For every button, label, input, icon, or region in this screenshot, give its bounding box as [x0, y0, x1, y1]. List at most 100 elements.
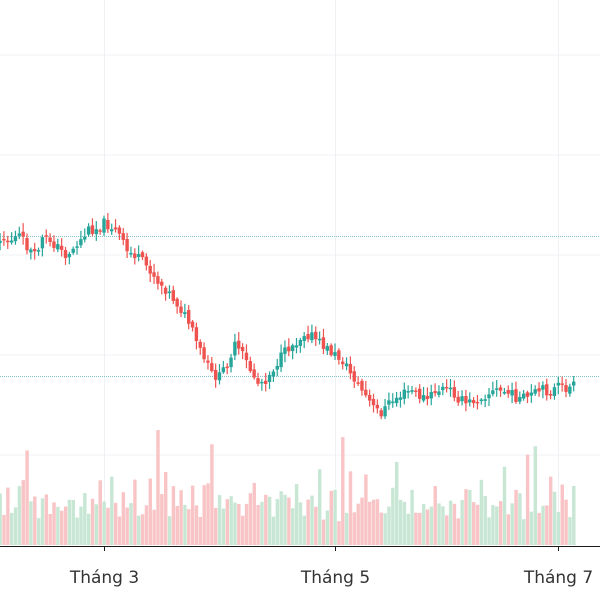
volume-bar — [344, 512, 349, 545]
candle-down — [237, 332, 241, 355]
candle-body — [175, 298, 179, 307]
volume-bar — [518, 493, 522, 545]
volume-bar — [156, 430, 160, 545]
candle-up — [495, 379, 499, 397]
candle-body — [471, 400, 476, 404]
candle-down — [560, 376, 564, 392]
volume-bar — [371, 499, 376, 545]
candle-up — [56, 238, 60, 253]
candle-down — [360, 378, 364, 396]
candle-body — [371, 398, 376, 406]
candle-body — [75, 246, 79, 248]
candle-up — [129, 246, 133, 258]
volume-bar — [437, 503, 441, 545]
volume-bar — [341, 437, 345, 545]
candle-up — [410, 385, 414, 395]
candle-down — [444, 379, 449, 393]
candle-down — [187, 305, 191, 330]
volume-bar — [506, 514, 511, 545]
candle-body — [229, 357, 233, 368]
candle-down — [287, 338, 291, 357]
candle-up — [67, 251, 72, 265]
candle-down — [252, 363, 256, 380]
candle-body — [479, 399, 483, 402]
candle-body — [244, 352, 249, 361]
candle-body — [117, 227, 122, 234]
candle-down — [210, 357, 214, 373]
volume-bar — [110, 476, 114, 545]
candle-body — [518, 396, 522, 402]
volume-bar — [237, 504, 241, 545]
volume-bar — [448, 500, 453, 545]
candle-body — [148, 265, 152, 274]
candle-up — [221, 360, 226, 374]
candle-up — [13, 230, 18, 245]
candle-body — [552, 387, 557, 397]
volume-bar — [418, 512, 422, 545]
candle-down — [337, 348, 341, 365]
volume-bar — [52, 502, 56, 545]
candle-body — [67, 253, 72, 258]
candle-body — [564, 385, 568, 392]
volume-bar — [318, 469, 322, 545]
candle-body — [475, 401, 480, 404]
volume-bar — [256, 505, 260, 545]
candle-up — [568, 383, 572, 397]
candle-up — [333, 343, 337, 360]
candle-body — [525, 392, 530, 397]
candle-body — [418, 388, 422, 399]
candle-down — [140, 250, 145, 261]
volume-bar — [241, 515, 245, 545]
volume-bar — [117, 516, 122, 545]
volume-bar — [337, 521, 341, 545]
candle-up — [75, 241, 79, 255]
volume-bar — [287, 497, 291, 545]
volume-bar — [33, 496, 37, 545]
candle-body — [52, 241, 56, 248]
volume-bar — [348, 471, 353, 545]
candle-body — [160, 281, 164, 286]
candle-body — [21, 231, 25, 237]
candle-up — [9, 232, 14, 245]
candle-body — [287, 346, 291, 352]
volume-bar — [271, 516, 276, 545]
volume-bar — [187, 509, 191, 545]
volume-bar — [60, 510, 64, 545]
candle-body — [167, 291, 172, 294]
candle-body — [217, 372, 222, 381]
candle-body — [13, 236, 18, 242]
candle-body — [267, 374, 272, 382]
candle-body — [40, 237, 45, 249]
volume-bar — [217, 495, 222, 545]
candle-up — [29, 247, 33, 260]
candle-down — [375, 399, 380, 414]
candle-body — [121, 233, 125, 240]
candle-body — [317, 338, 322, 341]
volume-bar — [364, 474, 368, 545]
candle-body — [348, 363, 353, 374]
volume-bar — [333, 489, 337, 545]
candle-down — [471, 397, 476, 408]
candle-body — [225, 366, 229, 369]
volume-bar — [368, 501, 372, 545]
volume-bar — [94, 504, 99, 545]
volume-bar — [63, 506, 68, 545]
candle-body — [529, 392, 534, 396]
volume-bar — [133, 479, 137, 545]
volume-bar — [71, 499, 75, 545]
volume-bar — [495, 506, 499, 545]
volume-bar — [441, 506, 445, 545]
volume-bar — [572, 486, 576, 545]
volume-bar — [483, 495, 487, 545]
candle-down — [348, 356, 353, 380]
volume-bar — [279, 491, 283, 545]
volume-bar — [214, 507, 218, 545]
candle-body — [502, 392, 507, 394]
candle-up — [136, 245, 141, 262]
candle-body — [360, 380, 364, 391]
candle-up — [71, 246, 75, 255]
volume-bar — [75, 517, 79, 545]
candle-up — [552, 383, 557, 400]
volume-bar — [302, 515, 306, 545]
volume-bar — [514, 489, 518, 545]
